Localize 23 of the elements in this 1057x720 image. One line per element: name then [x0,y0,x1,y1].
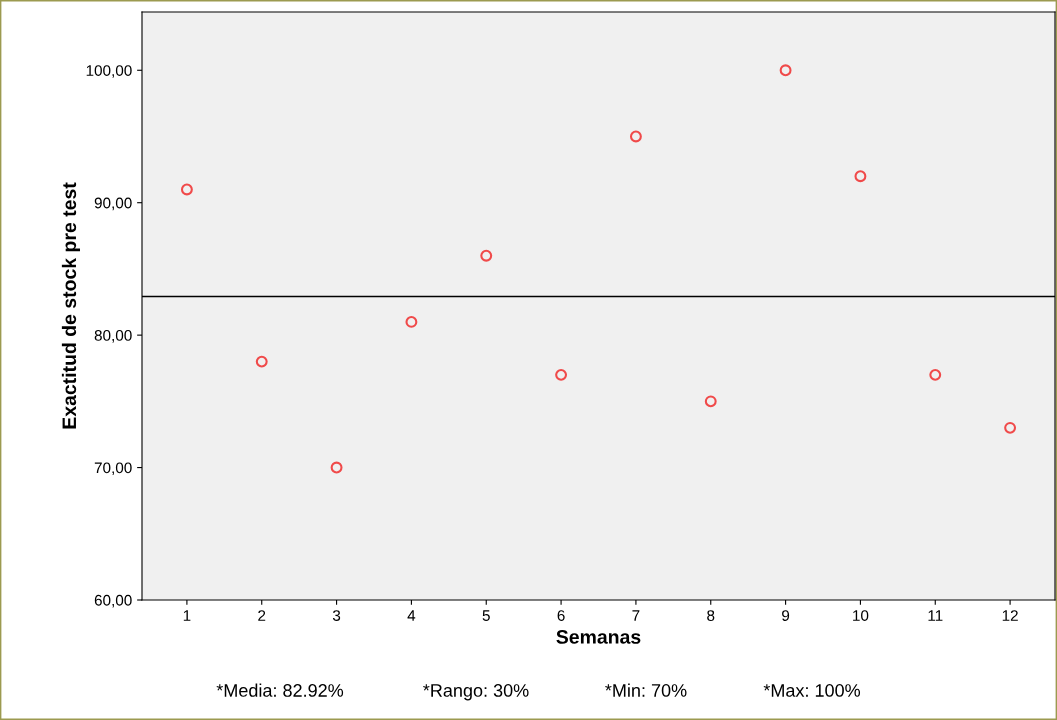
x-tick-label: 1 [183,610,191,621]
y-tick-label: 70,00 [94,462,132,476]
text: *Min: 70% [605,683,687,697]
text: *Media: 82.92% [216,683,344,697]
y-tick-label: 100,00 [86,65,132,78]
y-tick-label: 80,00 [94,330,132,343]
x-tick-label: 8 [707,610,715,621]
text: *Rango: 30% [423,684,529,701]
x-tick-label: 10 [853,610,869,621]
text: *Max: 100% [763,684,861,697]
x-tick-label: 5 [482,610,490,621]
x-tick-label: 7 [632,610,640,621]
y-axis-title: Exactitud de stock pre test [61,182,80,429]
x-tick-label: 12 [1002,610,1018,621]
x-axis-title: Semanas [556,630,641,644]
x-tick-label: 9 [782,610,790,621]
x-tick-label: 4 [407,610,416,621]
x-tick-label: 2 [258,610,266,621]
x-tick-label: 3 [332,610,341,621]
x-tick-label: 11 [928,610,943,621]
y-tick-label: 90,00 [94,197,132,211]
y-tick-label: 60,00 [94,594,132,608]
x-tick-label: 6 [557,610,565,621]
